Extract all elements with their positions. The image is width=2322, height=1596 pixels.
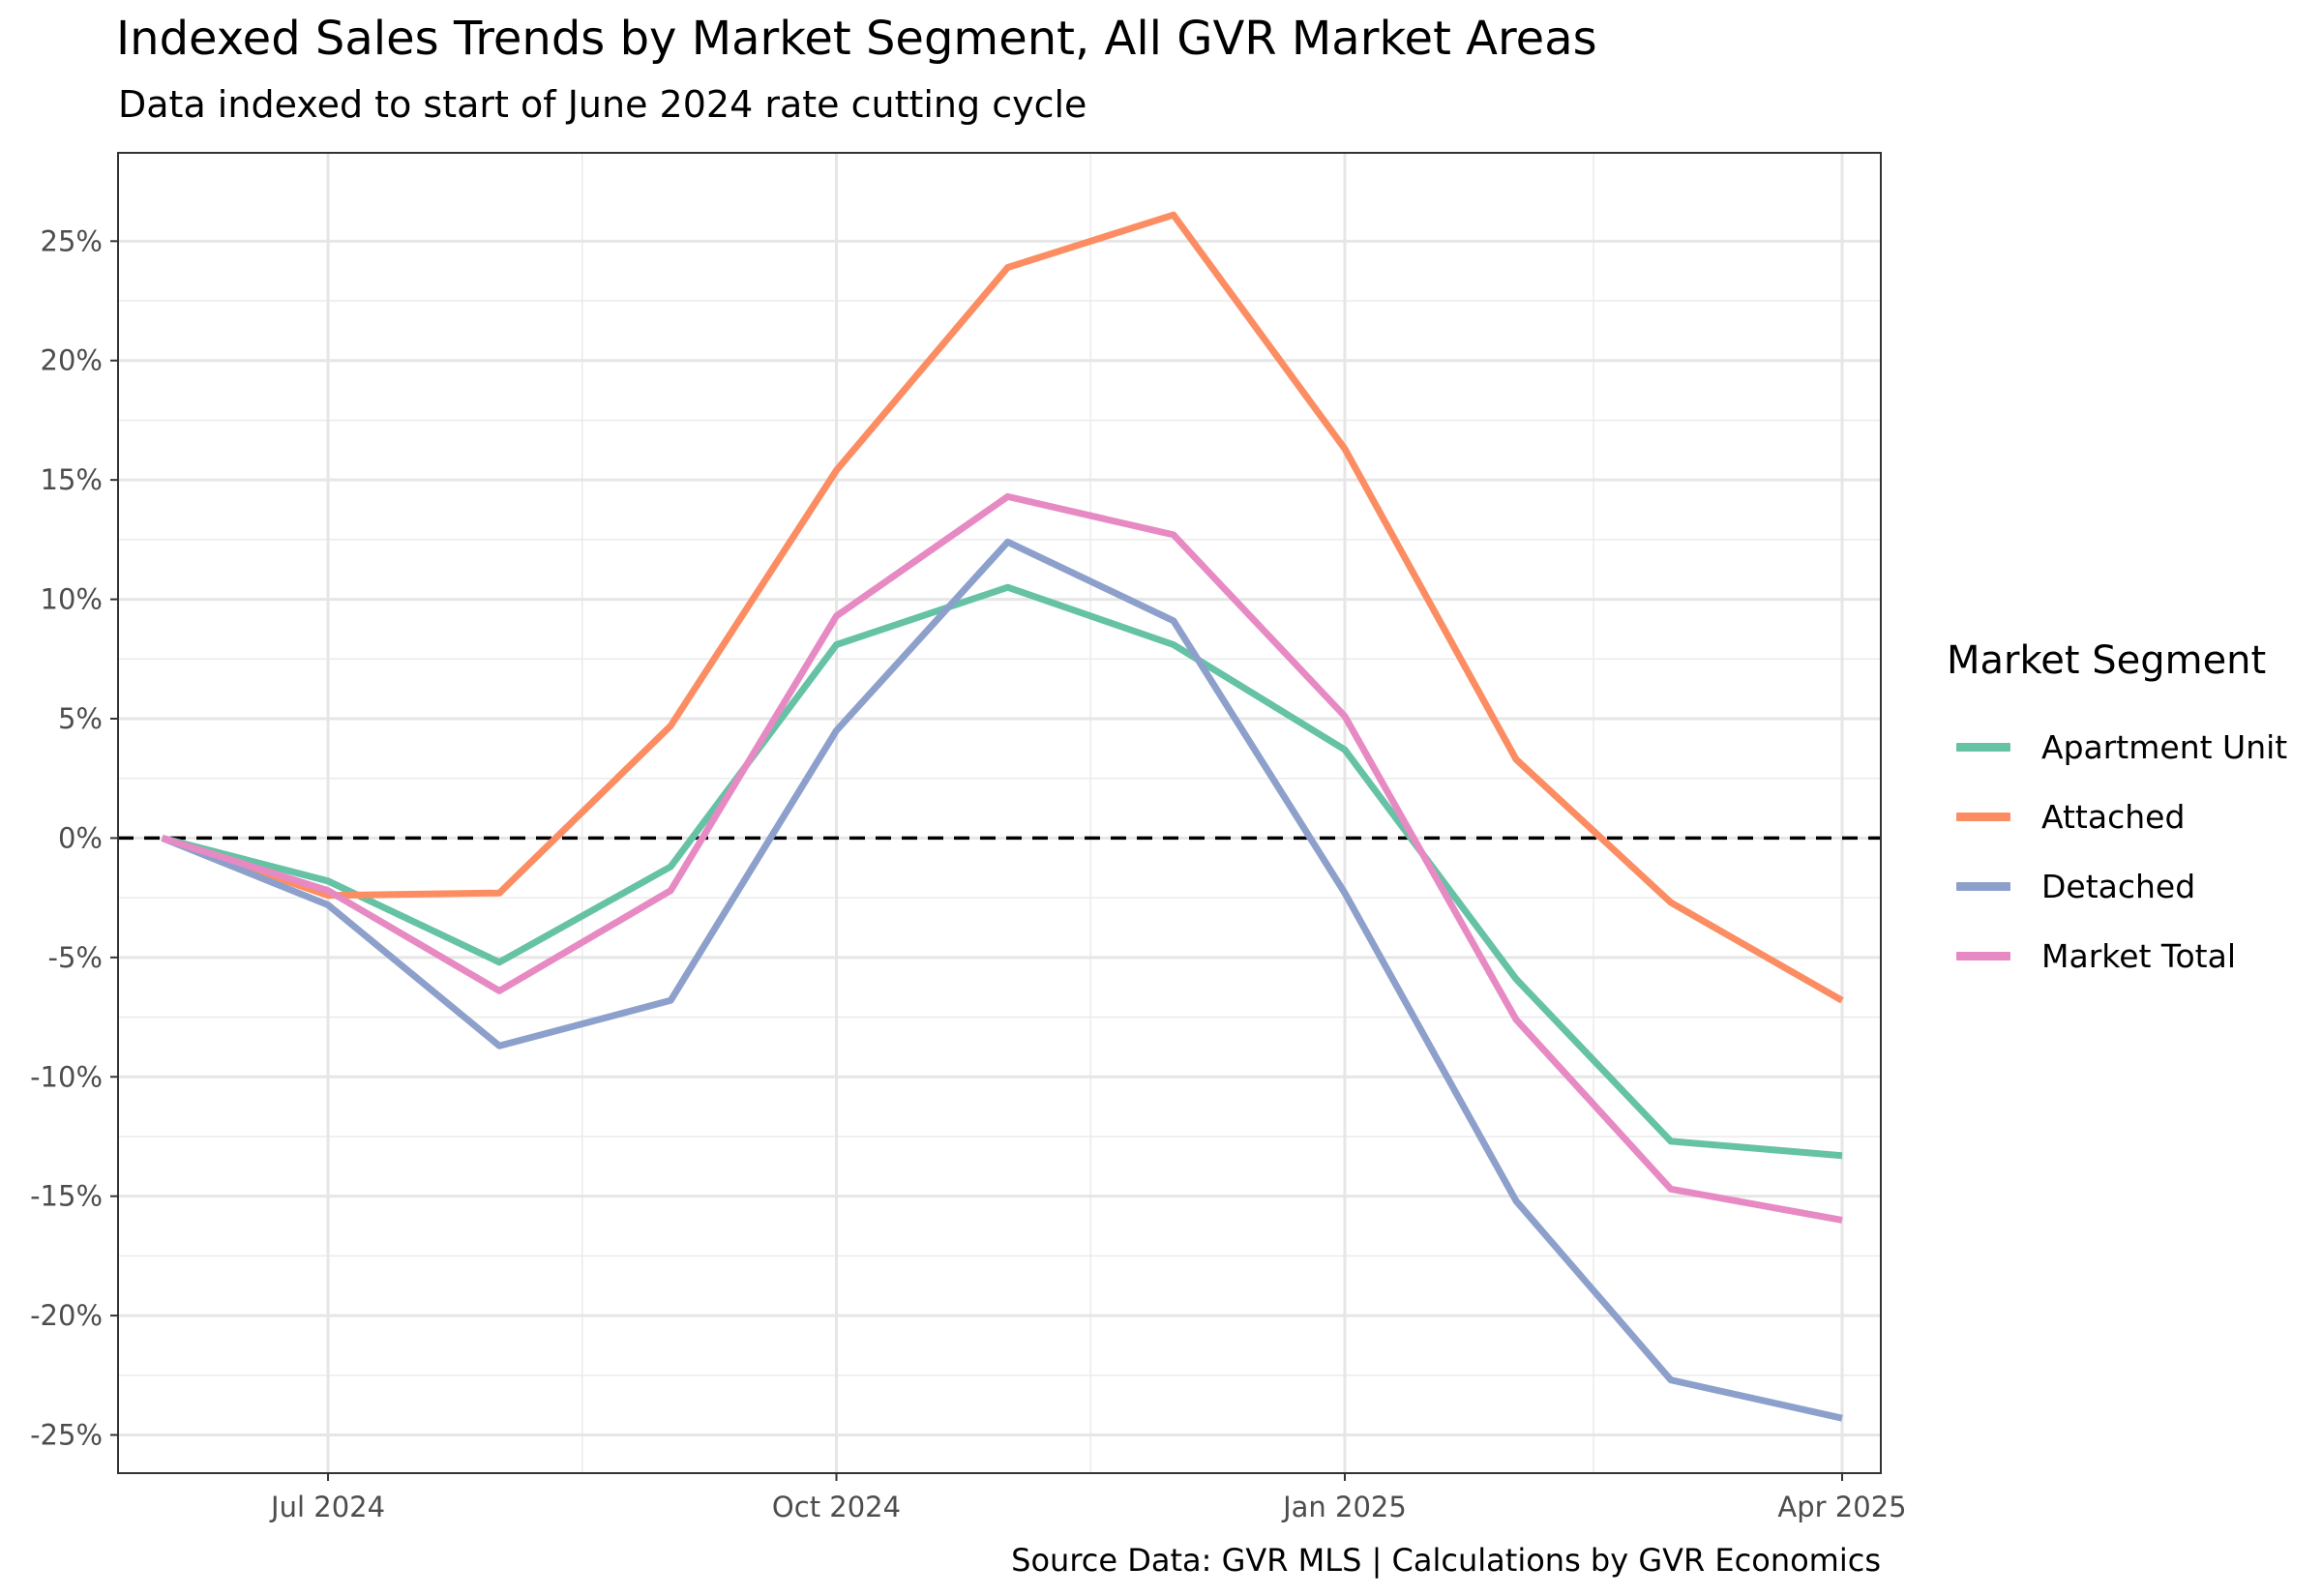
y-tick-label: -5% <box>48 941 103 974</box>
series-line-apartment-unit <box>161 583 1843 1160</box>
y-tick-label: 20% <box>41 344 103 377</box>
legend-item-attached: Attached <box>1947 782 2287 851</box>
grid-lines <box>118 153 1881 1473</box>
axes: 25% 20% 15% 10% 5% 0% -5% -10% -15% -20% -25% Jul 2… <box>30 224 1907 1523</box>
y-tick-label: 25% <box>41 224 103 257</box>
chart-subtitle: Data indexed to start of June 2024 rate … <box>118 83 1087 126</box>
x-tick-label: Oct 2024 <box>772 1491 901 1523</box>
series-lines <box>161 211 1844 1422</box>
legend-label: Detached <box>2041 867 2196 905</box>
legend-label: Apartment Unit <box>2041 727 2288 766</box>
legend-item-market-total: Market Total <box>1947 921 2287 990</box>
legend-swatch <box>1956 881 2010 891</box>
panel-border <box>117 152 1882 1474</box>
legend-item-detached: Detached <box>1947 851 2287 921</box>
chart-title: Indexed Sales Trends by Market Segment, … <box>116 12 1597 66</box>
legend-swatch <box>1956 742 2010 752</box>
series-line-detached <box>161 538 1843 1422</box>
y-tick-label: -25% <box>30 1419 103 1452</box>
y-tick-label: 15% <box>41 463 103 496</box>
legend: Market Segment Apartment Unit Attached Det… <box>1947 638 2287 990</box>
series-line-attached <box>161 211 1844 1004</box>
y-tick-label: -15% <box>30 1180 103 1213</box>
legend-item-apartment-unit: Apartment Unit <box>1947 712 2287 782</box>
legend-label: Market Total <box>2041 936 2236 975</box>
x-tick-label: Jan 2025 <box>1281 1491 1407 1523</box>
legend-swatch <box>1956 951 2010 961</box>
y-tick-label: -10% <box>30 1060 103 1093</box>
chart-caption: Source Data: GVR MLS | Calculations by G… <box>1011 1542 1881 1579</box>
y-tick-label: -20% <box>30 1299 103 1332</box>
y-tick-label: 5% <box>58 702 103 735</box>
y-tick-label: 0% <box>58 821 103 854</box>
x-tick-label: Jul 2024 <box>269 1491 385 1523</box>
x-tick-label: Apr 2025 <box>1777 1491 1906 1523</box>
legend-label: Attached <box>2041 797 2186 836</box>
legend-title: Market Segment <box>1947 638 2267 683</box>
legend-swatch <box>1956 812 2010 821</box>
y-tick-label: 10% <box>41 583 103 616</box>
series-line-market-total <box>161 492 1843 1224</box>
